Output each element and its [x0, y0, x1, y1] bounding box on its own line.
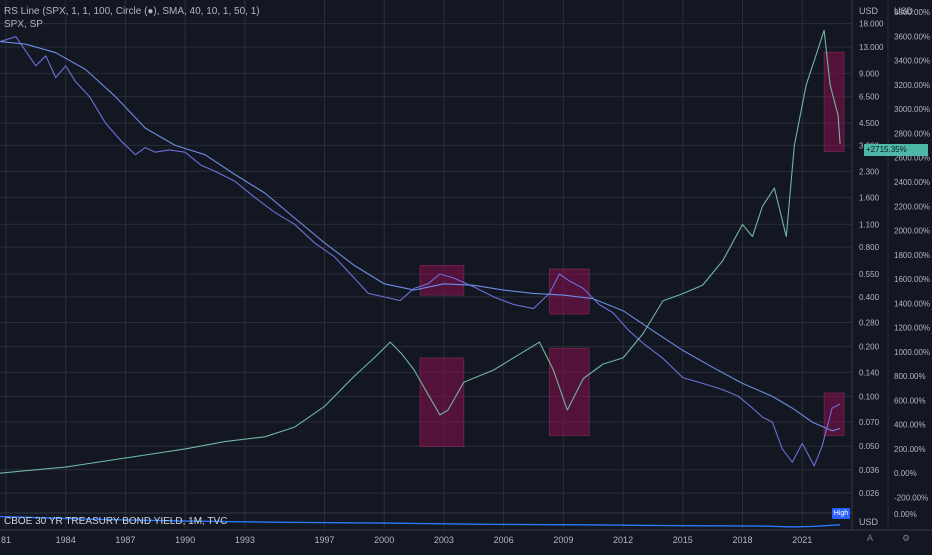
right-axis-tick-label: 1400.00% [894, 299, 930, 308]
highlight-box [419, 264, 465, 296]
highlight-box [548, 347, 590, 437]
left-axis-unit[interactable]: USD [859, 6, 879, 16]
right-axis-tick-label: 1000.00% [894, 348, 930, 357]
highlight-regions [419, 51, 845, 447]
right-axis-tick-label: 2200.00% [894, 202, 930, 211]
left-axis-tick-label: 0.050 [859, 442, 880, 451]
right-axis-tick-label: -200.00% [894, 493, 928, 502]
x-tick-label: 1990 [175, 535, 195, 545]
right-axis-tick-label: 2800.00% [894, 129, 930, 138]
left-axis-tick-label: 0.550 [859, 270, 880, 279]
left-axis-tick-label: 0.070 [859, 418, 880, 427]
x-tick-label: 2000 [374, 535, 394, 545]
right-axis-tick-label: 1200.00% [894, 324, 930, 333]
right-axis-tick-label: 3600.00% [894, 32, 930, 41]
right-axis-tick-label: 3400.00% [894, 57, 930, 66]
right-axis-tick-label: 600.00% [894, 396, 926, 405]
treasury-yield-line [0, 515, 841, 528]
axis-labels: 81 1984 1987 1990 1993 1997 2000 2003 2006 2009 20… [1, 8, 930, 545]
lower-axis-tick-label: 0.00% [894, 510, 917, 519]
x-tick-label: 2003 [434, 535, 454, 545]
x-tick-label: 1997 [314, 535, 334, 545]
right-axis-tick-label: 3800.00% [894, 8, 930, 17]
left-axis-tick-label: 1.100 [859, 220, 880, 229]
x-tick-label: 1987 [115, 535, 135, 545]
x-tick-label: 1984 [56, 535, 76, 545]
treasury-yield-legend[interactable]: CBOE 30 YR TREASURY BOND YIELD, 1M, TVC [4, 516, 228, 527]
right-axis-tick-label: 2600.00% [894, 154, 930, 163]
left-axis-tick-label: 13.000 [859, 43, 884, 52]
right-axis-tick-label: 1800.00% [894, 251, 930, 260]
left-axis-tick-label: 1.600 [859, 193, 880, 202]
x-tick-label: 2015 [673, 535, 693, 545]
left-axis-tick-label: 0.026 [859, 489, 880, 498]
left-axis-tick-label: 0.140 [859, 368, 880, 377]
right-axis-tick-label: 2400.00% [894, 178, 930, 187]
series-line-sma-40 [0, 41, 841, 432]
x-tick-label: 1993 [235, 535, 255, 545]
left-axis-tick-label: 0.800 [859, 243, 880, 252]
highlight-box [548, 268, 590, 315]
x-tick-label: 2012 [613, 535, 633, 545]
x-tick-label: 81 [1, 535, 11, 545]
series-line-spx [0, 29, 841, 474]
left-axis-tick-label: 6.500 [859, 93, 880, 102]
lower-axis-unit[interactable]: USD [859, 517, 879, 527]
left-axis-tick-label: 4.500 [859, 119, 880, 128]
left-axis-tick-label: 0.036 [859, 466, 880, 475]
right-axis-tick-label: 3200.00% [894, 81, 930, 90]
left-axis-tick-label: 0.100 [859, 392, 880, 401]
x-tick-label: 2018 [732, 535, 752, 545]
right-axis-tick-label: 2000.00% [894, 227, 930, 236]
left-axis-tick-label: 18.000 [859, 20, 884, 29]
x-tick-label: 2009 [553, 535, 573, 545]
left-axis-tick-label: 0.400 [859, 293, 880, 302]
left-axis-tick-label: 2.300 [859, 167, 880, 176]
symbol-legend[interactable]: SPX, SP [4, 19, 43, 30]
left-axis-tick-label: 0.280 [859, 319, 880, 328]
right-axis-tick-label: 400.00% [894, 421, 926, 430]
series-line-rs-line [0, 36, 841, 467]
grid-lines [0, 0, 932, 531]
auto-scale-button[interactable]: A [867, 533, 874, 543]
right-axis-tick-label: 800.00% [894, 372, 926, 381]
current-value-label: +2715.35% [864, 144, 928, 156]
lower-pane [0, 515, 841, 528]
left-axis-tick-label: 0.200 [859, 343, 880, 352]
left-axis-tick-label: 9.000 [859, 69, 880, 78]
highlight-box [823, 392, 845, 437]
x-tick-label: 2006 [494, 535, 514, 545]
right-axis-tick-label: 3000.00% [894, 105, 930, 114]
series-lines [0, 29, 841, 474]
highlight-box [419, 357, 465, 447]
high-badge: High [832, 508, 850, 519]
rs-line-legend[interactable]: RS Line (SPX, 1, 1, 100, Circle (●), SMA… [4, 6, 260, 17]
right-axis-tick-label: 1600.00% [894, 275, 930, 284]
right-axis-tick-label: 200.00% [894, 445, 926, 454]
settings-gear-icon[interactable]: ⚙ [902, 533, 911, 543]
x-tick-label: 2021 [792, 535, 812, 545]
right-axis-tick-label: 0.00% [894, 469, 917, 478]
right-axis-unit[interactable]: USD [894, 6, 914, 16]
